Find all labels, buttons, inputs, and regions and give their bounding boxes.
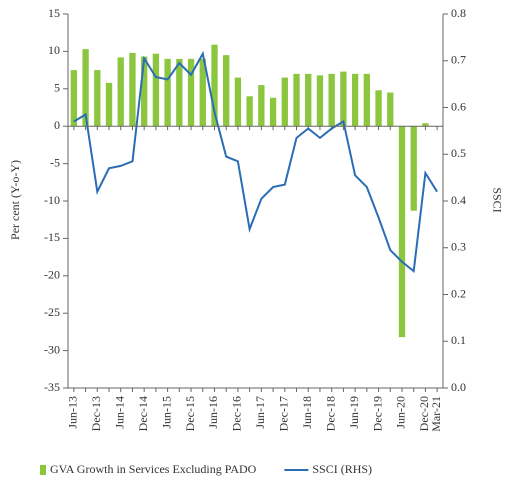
y-tick-label: -5	[50, 155, 60, 169]
x-tick-label: Jun-19	[347, 396, 361, 429]
bar	[293, 73, 300, 127]
bar	[82, 49, 89, 127]
bar	[246, 96, 253, 127]
x-tick-label: Jun-17	[253, 396, 267, 429]
x-tick-label: Dec-14	[136, 396, 150, 431]
x-tick-label: Jun-13	[66, 396, 80, 429]
x-tick-label: Dec-17	[277, 396, 291, 431]
y2-tick-label: 0.4	[451, 193, 466, 207]
y-tick-label: 0	[54, 118, 60, 132]
bar	[398, 126, 406, 338]
x-tick-label: Jun-20	[394, 396, 408, 429]
x-tick-label: Dec-20	[417, 396, 431, 431]
legend-label: GVA Growth in Services Excluding PADO	[50, 462, 257, 476]
y-tick-label: -20	[44, 268, 60, 282]
bar	[305, 73, 312, 127]
bar	[410, 126, 417, 211]
bar	[141, 56, 148, 127]
x-tick-label: Jun-15	[159, 396, 173, 429]
bar	[211, 44, 218, 127]
y2-tick-label: 0.2	[451, 286, 466, 300]
y-tick-label: 15	[48, 6, 60, 20]
bar	[164, 58, 171, 127]
y-axis-title: Per cent (Y-o-Y)	[8, 160, 22, 240]
bar	[375, 90, 382, 127]
x-tick-label: Dec-15	[183, 396, 197, 431]
bar	[316, 75, 324, 127]
bar	[152, 53, 160, 127]
y2-tick-label: 0.7	[451, 53, 466, 67]
bar	[234, 77, 242, 127]
y2-tick-label: 0.3	[451, 240, 466, 254]
y-tick-label: -25	[44, 305, 60, 319]
bar	[269, 97, 277, 127]
legend-swatch	[40, 465, 46, 475]
x-tick-label: Dec-19	[370, 396, 384, 431]
bar	[422, 123, 429, 127]
y-tick-label: -35	[44, 380, 60, 394]
bar	[105, 82, 113, 127]
x-tick-label: Dec-18	[323, 396, 337, 431]
bar	[340, 71, 347, 127]
y2-tick-label: 0.8	[451, 6, 466, 20]
bar	[117, 57, 124, 127]
line	[73, 50, 438, 273]
y-tick-label: 5	[54, 81, 60, 95]
y-tick-label: -15	[44, 230, 60, 244]
bar	[387, 92, 394, 127]
y-tick-label: 10	[48, 43, 60, 57]
x-tick-label: Jun-16	[206, 396, 220, 429]
bar	[281, 77, 288, 127]
y2-tick-label: 0.5	[451, 146, 466, 160]
y2-tick-label: 0.6	[451, 99, 466, 113]
y-tick-label: -30	[44, 342, 60, 356]
bar	[258, 85, 265, 127]
bar	[176, 58, 183, 127]
bar	[187, 58, 195, 127]
bar	[199, 58, 206, 127]
x-tick-label: Dec-16	[230, 396, 244, 431]
bar	[223, 55, 230, 127]
bar	[94, 70, 101, 127]
bar	[363, 73, 370, 127]
x-tick-label: Mar-21	[429, 396, 443, 432]
y2-tick-label: 0.1	[451, 333, 466, 347]
bar	[351, 73, 359, 127]
y2-tick-label: 0.0	[451, 380, 466, 394]
legend-label: SSCI (RHS)	[312, 462, 372, 476]
y2-axis-title: SSCI	[490, 187, 504, 212]
x-tick-label: Dec-13	[89, 396, 103, 431]
x-tick-label: Jun-14	[112, 396, 126, 429]
bar	[328, 73, 335, 127]
bar	[70, 70, 78, 127]
y-tick-label: -10	[44, 193, 60, 207]
bar	[129, 52, 136, 127]
x-tick-label: Jun-18	[300, 396, 314, 429]
